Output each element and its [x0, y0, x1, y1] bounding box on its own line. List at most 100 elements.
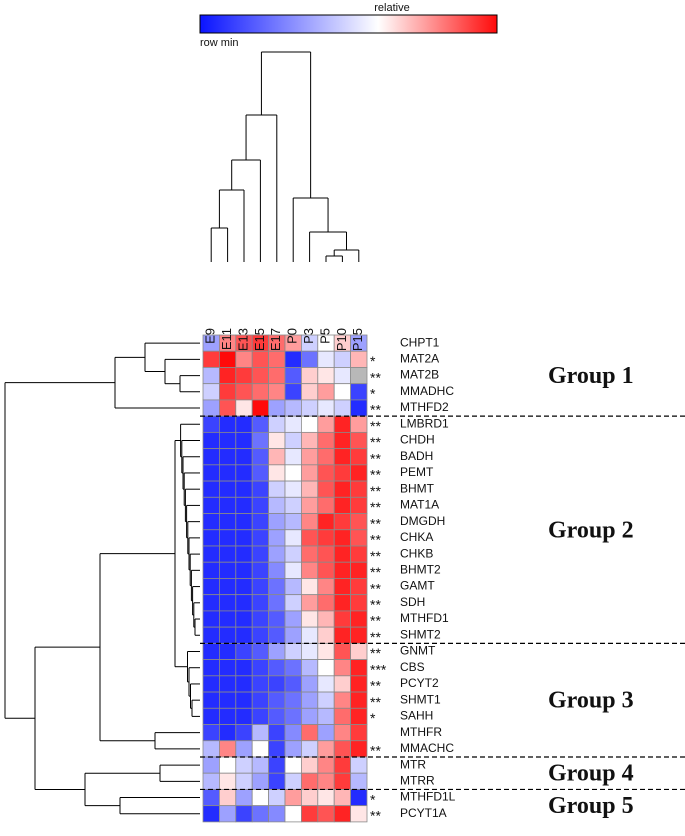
heatmap-cell [317, 545, 335, 563]
heatmap-cell [284, 383, 302, 401]
heatmap-cell [317, 578, 335, 596]
heatmap-cell [251, 464, 269, 482]
heatmap-cell [202, 464, 220, 482]
heatmap-cell [251, 626, 269, 644]
heatmap-cell [218, 659, 237, 677]
heatmap-cell [284, 399, 302, 417]
significance: ** [370, 402, 381, 418]
heatmap-cell [235, 707, 253, 725]
significance: *** [370, 661, 387, 677]
heatmap-cell [350, 707, 368, 725]
heatmap-cell [235, 496, 253, 514]
heatmap-cell [218, 724, 237, 742]
significance: ** [370, 629, 381, 645]
row-label: BHMT2 [400, 563, 441, 577]
heatmap-cell [300, 496, 319, 514]
heatmap-cell [218, 496, 237, 514]
heatmap-cell [350, 545, 368, 563]
heatmap-cell [202, 610, 220, 628]
heatmap-cell [268, 513, 286, 531]
row-label: MMACHC [400, 741, 454, 755]
column-label: E17 [268, 328, 283, 351]
heatmap-cell [202, 772, 220, 790]
heatmap-cell [235, 740, 253, 758]
significance: * [370, 710, 376, 726]
heatmap-cell [333, 707, 352, 725]
heatmap-cell [350, 399, 368, 417]
heatmap-cell [300, 691, 319, 709]
row-label: PCYT1A [400, 806, 447, 820]
heatmap-cell [284, 448, 302, 466]
heatmap-cell [268, 707, 286, 725]
heatmap-cell [300, 594, 319, 612]
heatmap-cell [350, 789, 368, 807]
row-label: CHDH [400, 433, 435, 447]
heatmap-cell [317, 367, 335, 385]
heatmap-cell [317, 756, 335, 774]
heatmap-cell [333, 464, 352, 482]
heatmap-cell [218, 415, 237, 433]
heatmap-cell [317, 561, 335, 579]
heatmap-cell [317, 431, 335, 450]
row-label: MMADHC [400, 384, 454, 398]
heatmap-cell [317, 383, 335, 401]
heatmap-cell [268, 350, 286, 368]
significance: ** [370, 434, 381, 450]
heatmap-cell [202, 659, 220, 677]
heatmap-cell [218, 367, 237, 385]
heatmap-cell [284, 724, 302, 742]
heatmap-cell [268, 561, 286, 579]
dendrograms [4, 51, 360, 815]
row-label: MAT2B [400, 368, 439, 382]
heatmap-cell [284, 610, 302, 628]
heatmap-cell [333, 496, 352, 514]
heatmap-cell [284, 626, 302, 644]
heatmap-cell [235, 626, 253, 644]
heatmap-cell [300, 610, 319, 628]
heatmap-cell [284, 496, 302, 514]
heatmap-cell [218, 383, 237, 401]
heatmap-cell [317, 675, 335, 693]
heatmap-cell [333, 350, 352, 368]
row-label: PCYT2 [400, 676, 439, 690]
heatmap-cell [350, 529, 368, 547]
heatmap-cell [333, 789, 352, 807]
heatmap-cell [333, 399, 352, 417]
heatmap-cell [284, 772, 302, 790]
heatmap-cell [300, 724, 319, 742]
heatmap-cell [284, 415, 302, 433]
heatmap-cell [350, 610, 368, 628]
heatmap-cell [350, 691, 368, 709]
heatmap-cell [251, 789, 269, 807]
row-label: DMGDH [400, 514, 445, 528]
heatmap-cell [350, 756, 368, 774]
significance: * [370, 791, 376, 807]
row-label: CHKA [400, 530, 433, 544]
heatmap-cell [251, 561, 269, 579]
heatmap-cell [333, 740, 352, 758]
heatmap-cell [251, 642, 269, 660]
heatmap-cell [268, 399, 286, 417]
heatmap-cell [235, 350, 253, 368]
heatmap-cell [300, 675, 319, 693]
heatmap-cell [284, 594, 302, 612]
heatmap-cell [218, 529, 237, 547]
heatmap-cell [300, 350, 319, 368]
heatmap-cell [317, 594, 335, 612]
heatmap-cell [218, 707, 237, 725]
column-label: E11 [219, 328, 234, 350]
heatmap-cell [202, 480, 220, 498]
heatmap-cell [333, 805, 352, 823]
heatmap-cell [350, 383, 368, 401]
colorbar-min-label: row min [200, 37, 239, 49]
heatmap-cell [202, 740, 220, 758]
heatmap-cell [284, 805, 302, 823]
significance: ** [370, 532, 381, 548]
heatmap-cell [333, 545, 352, 563]
heatmap-cell [300, 480, 319, 498]
heatmap-cell [300, 529, 319, 547]
heatmap-cell [218, 480, 237, 498]
heatmap-cell [350, 805, 368, 823]
significance: ** [370, 613, 381, 629]
heatmap-cell [218, 756, 237, 774]
